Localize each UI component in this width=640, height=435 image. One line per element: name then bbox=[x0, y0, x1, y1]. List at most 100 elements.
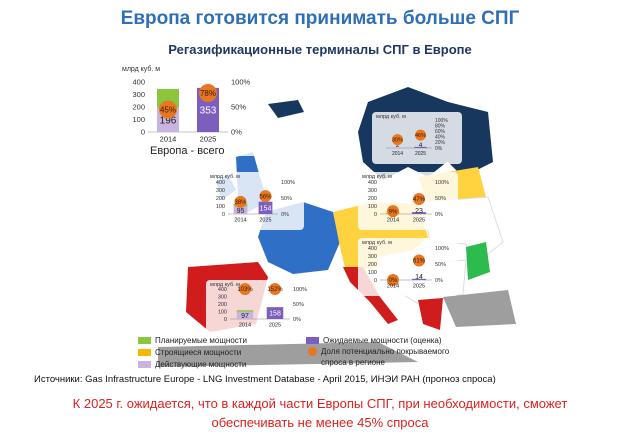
y-tick-label: 200 bbox=[216, 196, 225, 202]
chart-southwest: млрд куб. м 0 100 200 300 400 0% 50% 100% 97 103%… bbox=[206, 280, 324, 336]
bar-segment bbox=[391, 147, 404, 148]
footer-line-1: К 2025 г. ожидается, что в каждой части … bbox=[72, 396, 568, 411]
y2-tick-label: 20% bbox=[435, 140, 446, 146]
y-tick-label: 100 bbox=[368, 204, 377, 210]
x-tick-label: 2014 bbox=[160, 135, 177, 144]
y-tick-label: 100 bbox=[218, 309, 227, 315]
bar-segment bbox=[236, 310, 254, 312]
footer-conclusion: К 2025 г. ожидается, что в каждой части … bbox=[0, 394, 640, 432]
footer-line-2: обеспечивать не менее 45% спроса bbox=[211, 415, 429, 430]
share-label: 46% bbox=[415, 133, 426, 139]
share-label: 45% bbox=[160, 106, 176, 115]
source-note: Источники: Gas Infrastructure Europe - L… bbox=[34, 374, 496, 385]
legend-label: Доля потенциально покрываемого спроса в … bbox=[321, 347, 449, 367]
y-tick-label: 200 bbox=[218, 302, 227, 308]
y2-tick-label: 100% bbox=[435, 246, 449, 252]
share-dot bbox=[415, 129, 426, 141]
legend-share-line2: спроса в регионе bbox=[321, 358, 385, 367]
y2-tick-label: 0% bbox=[435, 146, 443, 152]
map-bulgaria-green bbox=[466, 242, 490, 280]
share-dot bbox=[387, 205, 399, 218]
legend-swatch bbox=[138, 349, 151, 356]
y-tick-label: 0 bbox=[222, 212, 225, 218]
y-tick-label: 400 bbox=[218, 287, 227, 293]
legend-label: Ожидаемые мощности (оценка) bbox=[323, 336, 442, 345]
legend-under-construction: Строящиеся мощности bbox=[138, 348, 241, 357]
bar-value-label: 2 bbox=[396, 142, 400, 149]
y-tick-label: 300 bbox=[368, 254, 377, 260]
y-tick-label: 0 bbox=[374, 278, 377, 284]
x-tick-label: 2025 bbox=[259, 218, 271, 224]
y2-tick-label: 50% bbox=[435, 262, 446, 268]
share-dot bbox=[413, 254, 425, 267]
x-tick-label: 2014 bbox=[239, 323, 251, 329]
y2-tick-label: 0% bbox=[435, 212, 443, 218]
y2-tick-label: 0% bbox=[293, 317, 301, 323]
y2-tick-label: 100% bbox=[435, 180, 449, 186]
x-tick-label: 2025 bbox=[200, 135, 217, 144]
legend-share: Доля потенциально покрываемого спроса в … bbox=[308, 347, 449, 367]
legend-planned: Планируемые мощности bbox=[138, 336, 247, 345]
europe-total-label: Европа - всего bbox=[150, 145, 225, 157]
y2-tick-label: 50% bbox=[435, 196, 446, 202]
share-dot bbox=[269, 283, 281, 295]
legend-swatch bbox=[306, 337, 319, 344]
y2-tick-label: 0% bbox=[435, 278, 443, 284]
share-label: 56% bbox=[259, 194, 272, 200]
y2-tick-label: 100% bbox=[281, 180, 295, 186]
legend-label: Действующие мощности bbox=[155, 360, 247, 369]
chart-northwest: млрд куб. м 0 100 200 300 400 0% 50% 100% 95 38% 2… bbox=[206, 172, 304, 230]
y2-tick-label: 50% bbox=[281, 196, 292, 202]
y2-tick-label: 100% bbox=[435, 118, 448, 124]
y-unit-label: млрд куб. м bbox=[210, 282, 240, 288]
bar-segment bbox=[411, 212, 427, 214]
bar-value-label: 154 bbox=[260, 205, 272, 212]
bar-value-label: 353 bbox=[200, 105, 217, 116]
share-label: 103% bbox=[237, 287, 253, 293]
legend-swatch bbox=[138, 361, 151, 368]
page-title: Европа готовится принимать больше СПГ bbox=[120, 8, 520, 29]
y2-tick-label: 0% bbox=[281, 212, 289, 218]
legend-dot bbox=[308, 347, 317, 356]
y2-tick-label: 0% bbox=[231, 128, 242, 137]
chart-northwest-svg: 0 100 200 300 400 0% 50% 100% 95 38% 2014 154 56% 202… bbox=[216, 180, 295, 224]
share-dot bbox=[259, 190, 272, 203]
y-tick-label: 200 bbox=[368, 262, 377, 268]
y-tick-label: 400 bbox=[216, 180, 225, 186]
legend: Планируемые мощности Строящиеся мощности… bbox=[130, 334, 510, 374]
y-tick-label: 100 bbox=[216, 204, 225, 210]
y-tick-label: 0 bbox=[374, 212, 377, 218]
x-tick-label: 2025 bbox=[413, 218, 425, 224]
share-dot bbox=[199, 84, 217, 102]
y2-tick-label: 40% bbox=[435, 135, 446, 141]
x-tick-label: 2014 bbox=[234, 218, 246, 224]
chart-europe-total: млрд куб. м 0 100 200 300 400 0% 50% 100% 196 45%… bbox=[118, 64, 268, 156]
legend-share-line1: Доля потенциально покрываемого bbox=[321, 347, 450, 356]
bar-segment bbox=[414, 146, 427, 148]
map-turkey bbox=[443, 290, 516, 327]
y-unit-label: млрд куб. м bbox=[122, 66, 161, 73]
bar-value-label: 196 bbox=[160, 115, 177, 126]
map-iceland bbox=[268, 100, 304, 118]
y-tick-label: 200 bbox=[368, 196, 377, 202]
y-unit-label: млрд куб. м bbox=[362, 240, 392, 246]
y-tick-label: 300 bbox=[216, 188, 225, 194]
y2-tick-label: 60% bbox=[435, 129, 446, 135]
legend-label: Планируемые мощности bbox=[155, 336, 247, 345]
bar-value-label: 95 bbox=[237, 208, 245, 215]
y-tick-label: 0 bbox=[224, 317, 227, 323]
chart-north: млрд куб. м 0% 20% 40% 60% 80% 100% 2 30% 2014 4 4… bbox=[372, 112, 462, 164]
bar-value-label: 97 bbox=[241, 313, 249, 320]
share-dot bbox=[239, 283, 251, 295]
bar-value-label: 23 bbox=[415, 208, 423, 215]
y-tick-label: 300 bbox=[218, 294, 227, 300]
legend-operating: Действующие мощности bbox=[138, 360, 246, 369]
y-tick-label: 0 bbox=[141, 128, 145, 137]
legend-label: Строящиеся мощности bbox=[155, 348, 242, 357]
y2-tick-label: 100% bbox=[293, 287, 307, 293]
bar-segment bbox=[258, 201, 273, 214]
